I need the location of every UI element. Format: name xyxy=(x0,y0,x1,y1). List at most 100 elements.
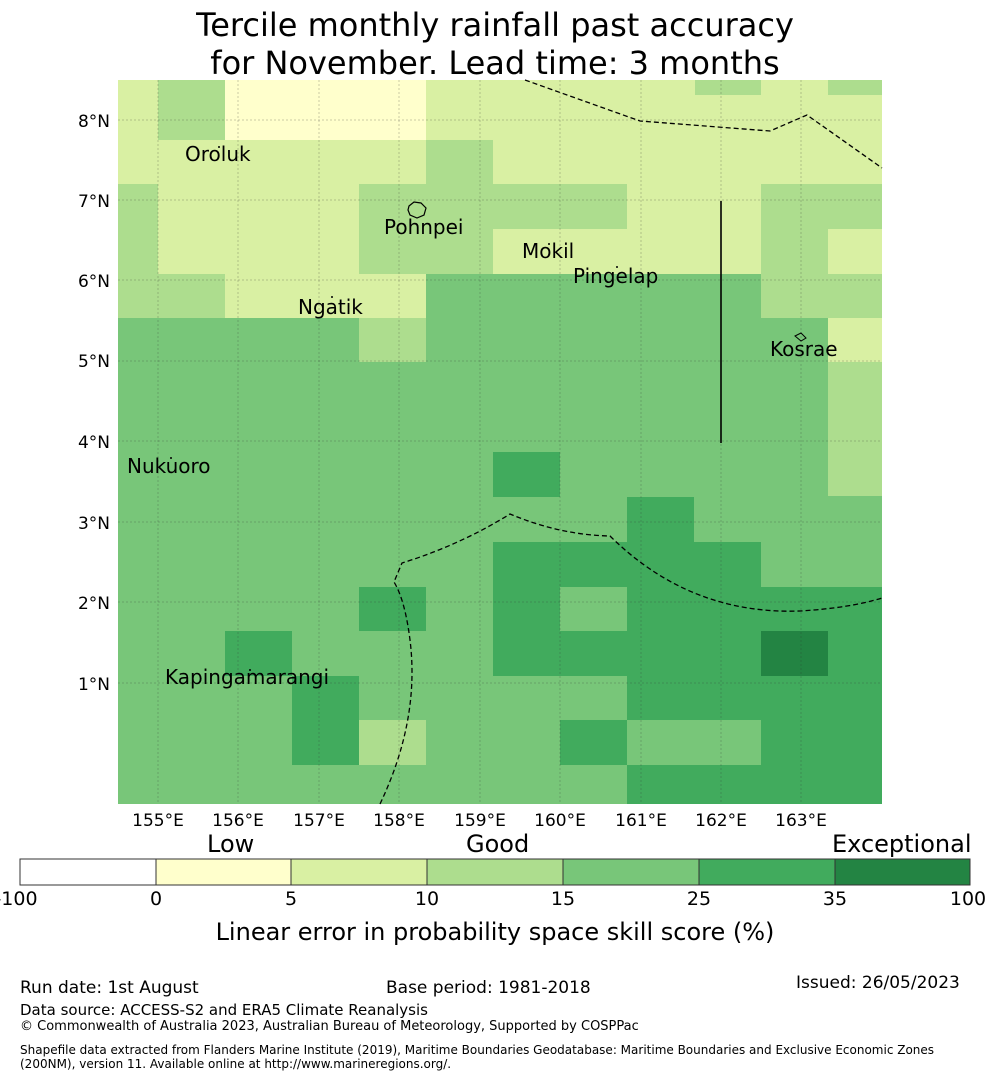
place-label-kapingamarangi: Kapingamarangi xyxy=(165,665,329,689)
shapefile-credit-2: (200NM), version 11. Available online at… xyxy=(20,1057,452,1071)
lat-tick: 4°N xyxy=(78,433,110,453)
map-title: Tercile monthly rainfall past accuracy f… xyxy=(0,6,990,82)
skill-cell xyxy=(627,542,761,587)
lon-tick: 158°E xyxy=(373,811,425,831)
lon-tick: 161°E xyxy=(615,811,667,831)
category-exceptional: Exceptional xyxy=(832,830,972,858)
skill-grid xyxy=(118,80,882,804)
place-label-pohnpei: Pohnpei xyxy=(384,215,464,239)
colorbar-tick: 100 xyxy=(949,888,987,910)
skill-cell xyxy=(118,184,158,318)
colorbar-tick: 10 xyxy=(414,888,440,910)
place-label-kosrae: Kosrae xyxy=(770,337,838,361)
issued-date: Issued: 26/05/2023 xyxy=(796,973,960,993)
pingelap-atoll xyxy=(616,266,618,268)
colorbar-swatch xyxy=(426,858,564,886)
run-date: Run date: 1st August xyxy=(20,978,199,998)
data-source: Data source: ACCESS-S2 and ERA5 Climate … xyxy=(20,1001,428,1019)
place-label-pingelap: Pingelap xyxy=(573,264,658,288)
skill-cell xyxy=(426,274,761,318)
skill-cell xyxy=(359,184,426,274)
skill-cell xyxy=(627,631,761,676)
base-period: Base period: 1981-2018 xyxy=(386,978,591,998)
title-line-1: Tercile monthly rainfall past accuracy xyxy=(196,6,794,44)
lon-tick: 159°E xyxy=(454,811,506,831)
skill-cell xyxy=(627,765,761,804)
lat-tick: 1°N xyxy=(78,675,110,695)
lon-tick: 157°E xyxy=(293,811,345,831)
shapefile-credit-1: Shapefile data extracted from Flanders M… xyxy=(20,1043,935,1057)
category-low: Low xyxy=(207,830,255,858)
skill-cell xyxy=(828,318,882,362)
skill-cell xyxy=(627,720,761,765)
skill-cell xyxy=(761,229,828,274)
colorbar-swatch xyxy=(155,858,292,886)
nukuoro-atoll xyxy=(170,457,172,459)
skill-cell xyxy=(225,631,292,676)
lon-tick: 163°E xyxy=(775,811,827,831)
skill-cell xyxy=(359,720,426,765)
eez-boundary-south xyxy=(379,513,883,805)
colorbar-swatch xyxy=(562,858,700,886)
lat-tick: 3°N xyxy=(78,514,110,534)
colorbar-tick: -100 xyxy=(0,888,38,910)
colorbar-tick: 5 xyxy=(284,888,298,910)
ngatik-atoll xyxy=(331,296,333,298)
skill-cell xyxy=(493,184,627,229)
skill-cell xyxy=(761,184,882,229)
skill-cell xyxy=(761,720,882,804)
latitude-axis: 8°N 7°N 6°N 5°N 4°N 3°N 2°N 1°N xyxy=(78,112,110,695)
pohnpei-island xyxy=(407,201,427,219)
skill-cell xyxy=(560,720,627,765)
colorbar-tick: 15 xyxy=(550,888,576,910)
lon-tick: 162°E xyxy=(695,811,747,831)
skill-cell xyxy=(828,80,882,95)
colorbar-tick: 35 xyxy=(822,888,848,910)
skill-cell xyxy=(761,274,882,318)
skill-cell xyxy=(627,676,882,720)
skill-cell xyxy=(158,80,225,140)
skill-cell xyxy=(627,497,694,542)
skill-cell xyxy=(359,587,426,631)
colorbar-tick: 0 xyxy=(149,888,163,910)
lat-tick: 7°N xyxy=(78,192,110,212)
eez-boundary-north xyxy=(524,79,883,169)
kapingamarangi-atoll xyxy=(249,669,251,671)
place-label-ngatik: Ngatik xyxy=(298,295,363,319)
skill-cell xyxy=(158,274,225,318)
skill-map: Oroluk Pohnpei Mokil Pingelap Ngatik Kos… xyxy=(78,79,883,831)
skill-cell xyxy=(359,318,426,362)
skill-cell xyxy=(627,587,761,631)
skill-cell xyxy=(828,631,882,676)
skill-cell xyxy=(695,80,761,95)
colorbar-tick: 25 xyxy=(686,888,712,910)
graticule xyxy=(118,80,882,804)
place-label-oroluk: Oroluk xyxy=(185,142,251,166)
longitude-axis: 155°E 156°E 157°E 158°E 159°E 160°E 161°… xyxy=(132,811,827,831)
lon-tick: 155°E xyxy=(132,811,184,831)
kosrae-island xyxy=(794,332,807,342)
place-label-mokil: Mokil xyxy=(522,239,574,263)
lat-tick: 8°N xyxy=(78,112,110,132)
colorbar-swatch xyxy=(698,858,836,886)
lat-tick: 5°N xyxy=(78,352,110,372)
skill-cell xyxy=(292,676,359,765)
skill-cell xyxy=(828,362,882,496)
category-good: Good xyxy=(466,830,530,858)
colorbar-swatches xyxy=(19,858,971,886)
lat-tick: 2°N xyxy=(78,594,110,614)
skill-cell xyxy=(225,80,426,140)
mokil-atoll xyxy=(548,243,550,245)
colorbar-swatch xyxy=(19,858,157,886)
title-line-2: for November. Lead time: 3 months xyxy=(210,44,780,82)
colorbar xyxy=(19,858,971,886)
skill-cell xyxy=(493,587,560,631)
skill-cell xyxy=(493,452,560,497)
colorbar-label: Linear error in probability space skill … xyxy=(215,918,775,946)
oroluk-atoll xyxy=(218,146,220,148)
place-label-nukuoro: Nukuoro xyxy=(127,454,211,478)
lon-tick: 156°E xyxy=(212,811,264,831)
lon-tick: 160°E xyxy=(534,811,586,831)
lat-tick: 6°N xyxy=(78,272,110,292)
skill-cell xyxy=(761,631,828,676)
